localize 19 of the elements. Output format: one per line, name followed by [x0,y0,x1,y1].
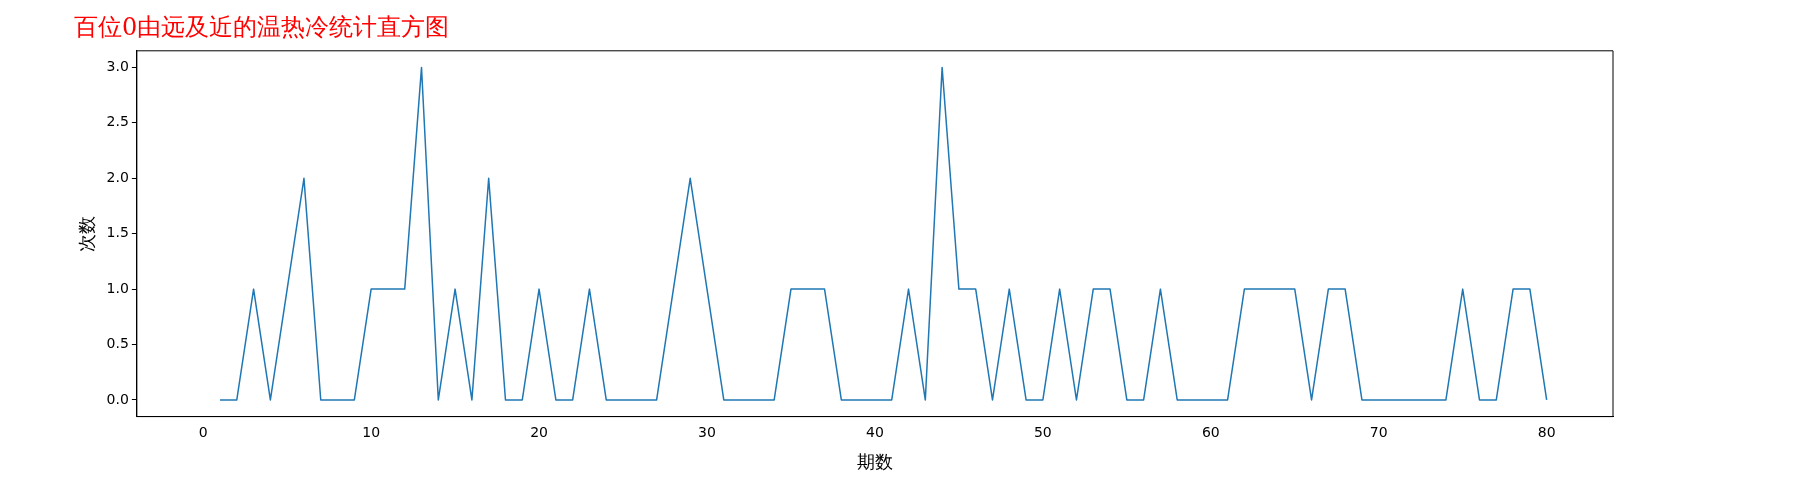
x-tick-label: 70 [1369,423,1388,440]
x-tick-label: 20 [530,423,548,440]
x-axis-title: 期数 [856,450,893,472]
y-tick-label: 1.0 [106,279,129,296]
y-tick-label: 1.5 [106,224,129,241]
x-tick-label: 0 [198,423,208,440]
y-tick-label: 3.0 [106,58,129,75]
y-axis-title: 次数 [76,215,98,252]
x-tick-label: 40 [866,423,884,440]
x-tick-label: 50 [1033,423,1052,440]
x-tick-label: 30 [698,423,716,440]
chart-title: 百位0由远及近的温热冷统计直方图 [74,12,450,41]
y-tick-label: 0.5 [106,335,129,352]
x-tick-label: 60 [1201,423,1220,440]
x-tick-label: 10 [362,423,381,440]
x-tick-label: 80 [1537,423,1556,440]
y-tick-label: 2.0 [106,168,129,185]
y-tick-label: 0.0 [106,390,129,407]
y-tick-label: 2.5 [106,113,129,130]
